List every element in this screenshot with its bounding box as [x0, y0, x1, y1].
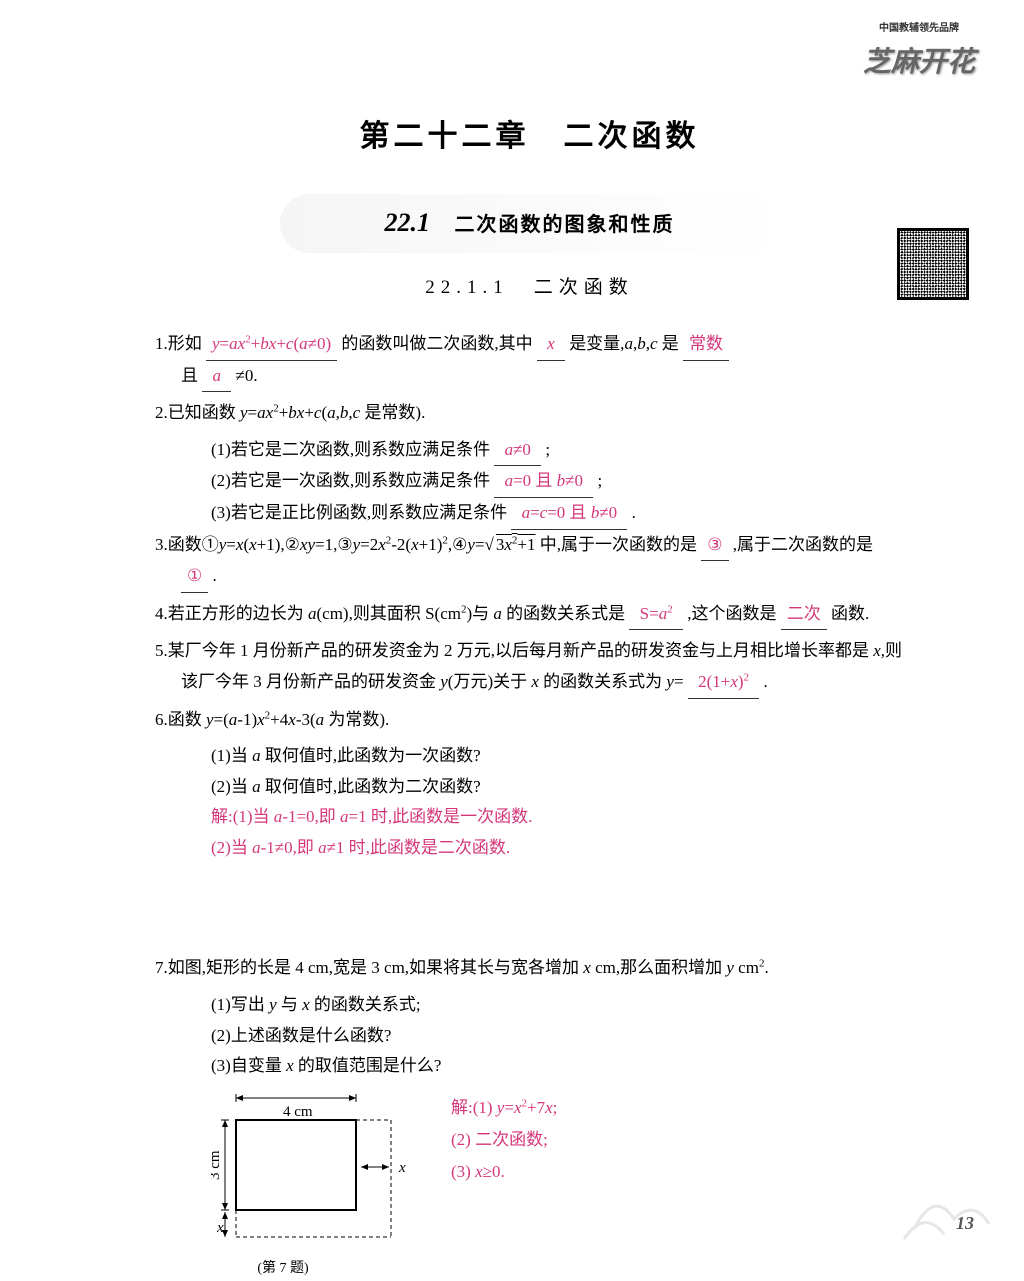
- brand-badge: 中国教辅领先品牌 芝麻开花: [844, 20, 994, 80]
- brand-tagline: 中国教辅领先品牌: [844, 20, 994, 38]
- fill-blank: y=ax2+bx+c(a≠0): [206, 329, 337, 361]
- text: (2)若它是一次函数,则系数应满足条件: [211, 471, 490, 490]
- text: .: [213, 566, 217, 585]
- text: ;: [545, 440, 550, 459]
- problem-number: 2.: [155, 403, 168, 422]
- text: ≠0.: [236, 366, 258, 385]
- section-banner: 22.1 二次函数的图象和性质: [280, 194, 780, 253]
- text: 如图,矩形的长是 4 cm,宽是 3 cm,如果将其长与宽各增加 x cm,那么…: [168, 958, 769, 977]
- problem-number: 4.: [155, 604, 168, 623]
- text: 已知函数 y=ax2+bx+c(a,b,c 是常数).: [168, 403, 426, 422]
- problem-5: 5.某厂今年 1 月份新产品的研发资金为 2 万元,以后每月新产品的研发资金与上…: [155, 636, 904, 698]
- fill-blank: 2(1+x)2: [688, 667, 759, 699]
- subsection-title: 22.1.1 二次函数: [155, 271, 904, 305]
- text: (1)写出 y 与 x 的函数关系式;: [211, 995, 421, 1014]
- text: (3)若它是正比例函数,则系数应满足条件: [211, 503, 507, 522]
- answer-2: (2) 二次函数;: [451, 1124, 557, 1156]
- sub-1: (1)当 a 取何值时,此函数为一次函数?: [155, 741, 904, 772]
- sub-1: (1)若它是二次函数,则系数应满足条件 a≠0 ;: [155, 435, 904, 467]
- fill-blank: ①: [181, 561, 208, 593]
- fill-blank: S=a2: [629, 599, 683, 631]
- sub-2: (2)若它是一次函数,则系数应满足条件 a=0 且 b≠0 ;: [155, 466, 904, 498]
- problem-7: 7.如图,矩形的长是 4 cm,宽是 3 cm,如果将其长与宽各增加 x cm,…: [155, 953, 904, 984]
- fill-blank: x: [537, 329, 565, 361]
- fill-blank: a=0 且 b≠0: [494, 466, 593, 498]
- text: ,这个函数是: [687, 604, 776, 623]
- dim-x-right: x: [398, 1160, 406, 1176]
- answer-2: (2)当 a-1≠0,即 a≠1 时,此函数是二次函数.: [155, 833, 904, 864]
- diagram-svg: 4 cm 3 cm x x: [211, 1092, 411, 1252]
- text: ;: [598, 471, 603, 490]
- problem-2: 2.已知函数 y=ax2+bx+c(a,b,c 是常数).: [155, 398, 904, 429]
- fill-blank: a=c=0 且 b≠0: [511, 498, 627, 530]
- fill-blank: a≠0: [494, 435, 541, 467]
- diagram-row: 4 cm 3 cm x x: [155, 1092, 904, 1252]
- sub-2: (2)上述函数是什么函数?: [155, 1021, 904, 1052]
- section-number: 22.1: [385, 208, 431, 237]
- text: 函数.: [831, 604, 869, 623]
- problem-number: 1.: [155, 334, 168, 353]
- fill-blank: 常数: [683, 329, 729, 361]
- problem-number: 6.: [155, 710, 168, 729]
- fill-blank: ③: [701, 530, 728, 562]
- fill-blank: a: [202, 361, 231, 393]
- text: (1)当 a 取何值时,此函数为一次函数?: [211, 746, 481, 765]
- text: 某厂今年 1 月份新产品的研发资金为 2 万元,以后每月新产品的研发资金与上月相…: [168, 641, 902, 691]
- problem-number: 5.: [155, 641, 168, 660]
- diagram-caption: (第 7 题): [155, 1256, 355, 1281]
- dim-x-left: x: [216, 1220, 224, 1236]
- sub-1: (1)写出 y 与 x 的函数关系式;: [155, 990, 904, 1021]
- problem-number: 7.: [155, 958, 168, 977]
- problem-4: 4.若正方形的边长为 a(cm),则其面积 S(cm2)与 a 的函数关系式是 …: [155, 599, 904, 631]
- brand-name: 芝麻开花: [844, 38, 994, 88]
- sub-3: (3)若它是正比例函数,则系数应满足条件 a=c=0 且 b≠0 .: [155, 498, 904, 530]
- problem-3: 3.函数①y=x(x+1),②xy=1,③y=2x2-2(x+1)2,④y=3x…: [155, 530, 904, 593]
- text: .: [764, 672, 768, 691]
- answer-1: 解:(1)当 a-1=0,即 a=1 时,此函数是一次函数.: [155, 802, 904, 833]
- problem-7-answers: 解:(1) y=x2+7x; (2) 二次函数; (3) x≥0.: [411, 1092, 557, 1189]
- page-number: 13: [956, 1207, 974, 1239]
- page-content: 第二十二章 二次函数 22.1 二次函数的图象和性质 22.1.1 二次函数 1…: [0, 0, 1024, 1281]
- problem-1: 1.形如 y=ax2+bx+c(a≠0) 的函数叫做二次函数,其中 x 是变量,…: [155, 329, 904, 392]
- text: ,属于二次函数的是: [733, 535, 873, 554]
- chapter-title: 第二十二章 二次函数: [155, 110, 904, 164]
- answer-1: 解:(1) y=x2+7x;: [451, 1092, 557, 1124]
- text: 函数①y=x(x+1),②xy=1,③y=2x2-2(x+1)2,④y=3x2+…: [168, 535, 697, 554]
- text: .: [632, 503, 636, 522]
- fill-blank: 二次: [781, 599, 827, 631]
- text: (1)若它是二次函数,则系数应满足条件: [211, 440, 490, 459]
- answer-3: (3) x≥0.: [451, 1156, 557, 1188]
- sub-3: (3)自变量 x 的取值范围是什么?: [155, 1051, 904, 1082]
- sub-2: (2)当 a 取何值时,此函数为二次函数?: [155, 772, 904, 803]
- problems-list: 1.形如 y=ax2+bx+c(a≠0) 的函数叫做二次函数,其中 x 是变量,…: [155, 329, 904, 1281]
- problem-number: 3.: [155, 535, 168, 554]
- text: 函数 y=(a-1)x2+4x-3(a 为常数).: [168, 710, 390, 729]
- text: 形如: [168, 334, 202, 353]
- dim-height: 3 cm: [211, 1150, 223, 1180]
- section-name: 二次函数的图象和性质: [455, 214, 675, 236]
- text: 若正方形的边长为 a(cm),则其面积 S(cm2)与 a 的函数关系式是: [168, 604, 625, 623]
- text: 且: [181, 366, 198, 385]
- text: (2)当 a 取何值时,此函数为二次函数?: [211, 777, 481, 796]
- text: 的函数叫做二次函数,其中: [341, 334, 532, 353]
- corner-decoration: [884, 1169, 1004, 1249]
- qr-code: [897, 228, 969, 300]
- dim-width: 4 cm: [283, 1104, 313, 1120]
- text: 是变量,a,b,c 是: [569, 334, 679, 353]
- problem-6: 6.函数 y=(a-1)x2+4x-3(a 为常数).: [155, 705, 904, 736]
- rectangle-diagram: 4 cm 3 cm x x: [211, 1092, 411, 1252]
- text: (3)自变量 x 的取值范围是什么?: [211, 1056, 441, 1075]
